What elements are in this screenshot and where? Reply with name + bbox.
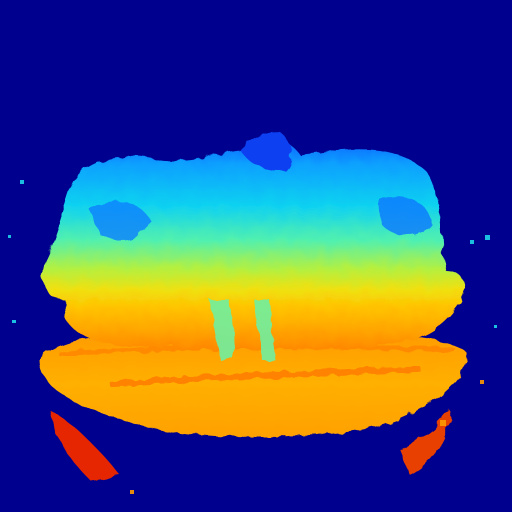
- red-right: [400, 410, 451, 475]
- base-band: [40, 330, 467, 437]
- top-left-patch: [90, 201, 150, 240]
- main-body: [42, 138, 465, 349]
- top-patch: [240, 131, 292, 171]
- red-left: [50, 410, 120, 480]
- top-right-patch: [380, 196, 432, 236]
- speckles: [8, 180, 497, 328]
- orange-speckles: [130, 380, 484, 494]
- stripe-2: [109, 365, 421, 388]
- mid-streaks: [210, 300, 275, 360]
